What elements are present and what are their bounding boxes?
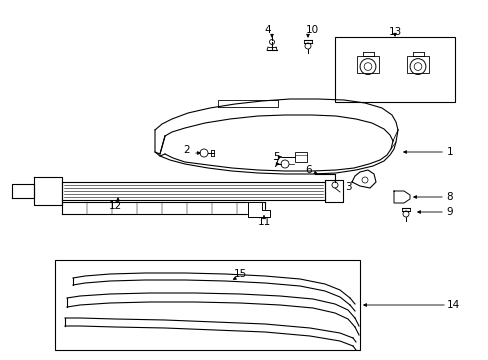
Text: 7: 7 bbox=[271, 159, 278, 169]
Text: 15: 15 bbox=[233, 269, 246, 279]
Text: 4: 4 bbox=[264, 25, 271, 35]
Bar bbox=[55, 260, 359, 350]
Text: 5: 5 bbox=[273, 152, 280, 162]
Polygon shape bbox=[247, 202, 269, 217]
Text: 9: 9 bbox=[446, 207, 452, 217]
Text: 3: 3 bbox=[344, 182, 350, 192]
Text: 14: 14 bbox=[446, 300, 459, 310]
Text: 1: 1 bbox=[446, 147, 452, 157]
Text: 11: 11 bbox=[257, 217, 270, 227]
Bar bbox=[294, 152, 306, 162]
Bar bbox=[334, 37, 454, 102]
Text: 13: 13 bbox=[387, 27, 401, 37]
Bar bbox=[356, 56, 378, 73]
Text: 10: 10 bbox=[305, 25, 318, 35]
Text: 12: 12 bbox=[108, 201, 122, 211]
Bar bbox=[406, 56, 428, 73]
Text: 8: 8 bbox=[446, 192, 452, 202]
Text: 2: 2 bbox=[183, 145, 190, 155]
Text: 6: 6 bbox=[305, 165, 312, 175]
